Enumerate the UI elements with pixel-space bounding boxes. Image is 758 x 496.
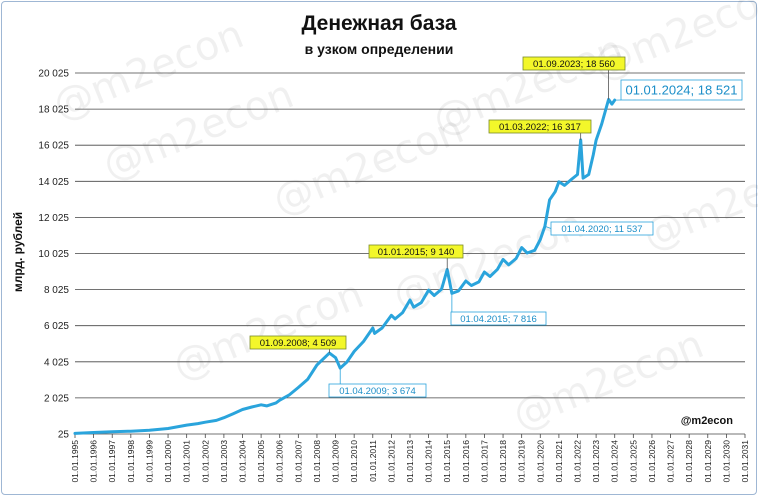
x-tick-label: 01.01.2020 (535, 440, 545, 483)
annotation: 01.04.2020; 11 537 (544, 221, 654, 236)
y-tick-label: 2 025 (44, 393, 69, 404)
x-tick-label: 01.01.2028 (684, 440, 694, 483)
annotation: 01.03.2022; 16 317 (488, 119, 592, 140)
annotation-box (328, 383, 427, 398)
x-tick-label: 01.01.2011 (368, 440, 378, 482)
annotations-layer: 01.09.2008; 4 509 01.04.2009; 3 674 01.01.… (249, 56, 743, 398)
annotation: 01.09.2023; 18 560 (522, 56, 626, 100)
annotation-label: 01.04.2020; 11 537 (561, 224, 642, 235)
x-tick-label: 01.01.2014 (424, 440, 434, 483)
x-tick-label: 01.01.1995 (70, 440, 80, 483)
y-tick-label: 6 025 (44, 321, 69, 332)
watermark-text: @m2econ (587, 0, 758, 89)
y-tick-label: 20 025 (38, 69, 69, 80)
y-tick-label: 14 025 (38, 177, 69, 188)
x-tick-label: 01.01.2005 (256, 440, 266, 483)
x-tick-label: 01.01.2000 (163, 440, 173, 483)
annotation-box (488, 119, 592, 134)
x-tick-label: 01.01.2003 (219, 440, 229, 483)
money-base-series-line (73, 97, 617, 435)
y-tick-label: 4 025 (44, 357, 69, 368)
y-tick-label: 25 (58, 430, 70, 441)
x-tick-label: 01.01.2001 (182, 440, 192, 483)
grid-lines (75, 72, 745, 435)
annotation-leader (544, 225, 552, 229)
y-axis-ticks: 20 025 18 025 16 025 14 025 12 025 10 025 8 02… (38, 69, 69, 441)
x-tick-label: 01.01.1998 (126, 440, 136, 483)
x-axis-ticks: 01.01.1995 01.01.1996 01.01.1997 01.01.1998… (70, 434, 750, 483)
watermark-text: @m2econ (637, 141, 758, 259)
y-tick-label: 10 025 (38, 249, 69, 260)
annotation-label: 01.01.2024; 18 521 (625, 83, 737, 98)
annotation-box (249, 335, 347, 350)
y-tick-label: 12 025 (38, 213, 69, 224)
x-tick-label: 01.01.2012 (386, 440, 396, 483)
annotation-box (620, 79, 743, 101)
y-tick-label: 18 025 (38, 105, 69, 116)
x-tick-label: 01.01.2018 (498, 440, 508, 483)
annotation-label: 01.09.2023; 18 560 (533, 59, 615, 70)
x-tick-label: 01.01.2016 (461, 440, 471, 483)
x-tick-label: 01.01.2029 (703, 440, 713, 483)
x-tick-label: 01.01.2008 (312, 440, 322, 483)
x-tick-label: 01.01.2017 (479, 440, 489, 483)
x-tick-label: 01.01.2019 (517, 440, 527, 483)
chart-subtitle: в узком определении (305, 41, 454, 57)
y-tick-label: 8 025 (44, 285, 69, 296)
watermark-layer: @m2econ @m2econ@m2econ@m2econ @m2econ@m2ec… (47, 0, 758, 439)
annotation: 01.09.2008; 4 509 (249, 335, 347, 354)
annotation: 01.04.2015; 7 816 (450, 293, 547, 326)
x-tick-label: 01.01.2021 (554, 440, 564, 483)
annotation-box (550, 221, 654, 236)
x-tick-label: 01.01.2006 (275, 440, 285, 483)
annotation: 01.01.2024; 18 521 (614, 79, 743, 101)
x-tick-label: 01.01.2004 (238, 440, 248, 483)
x-tick-label: 01.01.2026 (647, 440, 657, 483)
watermark-text: @m2econ (387, 201, 590, 319)
x-tick-label: 01.01.2009 (331, 440, 341, 483)
x-tick-label: 01.01.1999 (144, 440, 154, 483)
x-tick-label: 01.01.2007 (293, 440, 303, 483)
annotation-label: 01.04.2009; 3 674 (339, 386, 416, 397)
annotation-label: 01.03.2022; 16 317 (499, 122, 581, 133)
annotation-label: 01.09.2008; 4 509 (260, 338, 337, 349)
x-tick-label: 01.01.2031 (740, 440, 750, 483)
x-tick-label: 01.01.2024 (610, 440, 620, 483)
x-tick-label: 01.01.2027 (666, 440, 676, 483)
watermark-text: @m2econ (267, 106, 470, 224)
annotation-label: 01.04.2015; 7 816 (460, 314, 537, 325)
annotation-box (368, 244, 464, 259)
watermark-text: @m2econ (507, 321, 710, 439)
x-tick-label: 01.01.2025 (628, 440, 638, 483)
x-tick-label: 01.01.2013 (405, 440, 415, 483)
x-tick-label: 01.01.2030 (721, 440, 731, 483)
x-tick-label: 01.01.1996 (89, 440, 99, 483)
x-tick-label: 01.01.1997 (107, 440, 117, 483)
series-layer (73, 97, 617, 435)
watermark-text: @m2econ (167, 271, 370, 389)
x-tick-label: 01.01.2015 (442, 440, 452, 483)
chart-title: Денежная база (301, 12, 456, 35)
x-tick-label: 01.01.2002 (200, 440, 210, 483)
annotation: 01.01.2015; 9 140 (368, 244, 464, 270)
annotation-label: 01.01.2015; 9 140 (378, 247, 455, 258)
annotation: 01.04.2009; 3 674 (328, 368, 427, 398)
x-tick-label: 01.01.2022 (573, 440, 583, 483)
brand-label: @m2econ (681, 415, 734, 427)
y-axis-label: млрд. рублей (11, 212, 25, 292)
x-tick-label: 01.01.2010 (349, 440, 359, 483)
y-tick-label: 16 025 (38, 141, 69, 152)
annotation-box (522, 56, 626, 71)
annotation-box (450, 311, 547, 326)
x-tick-label: 01.01.2023 (591, 440, 601, 483)
